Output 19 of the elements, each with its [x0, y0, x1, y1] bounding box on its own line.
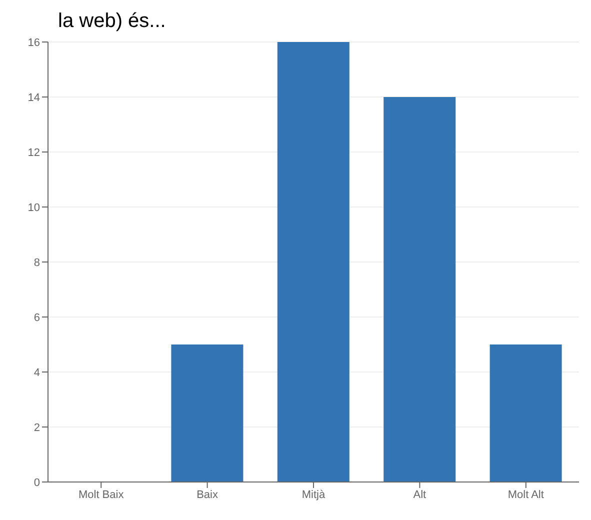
- x-tick-label: Molt Baix: [78, 488, 124, 501]
- y-tick-label: 14: [28, 92, 40, 104]
- y-tick-label: 12: [28, 146, 40, 159]
- y-tick-label: 10: [28, 202, 40, 214]
- y-tick-label: 2: [34, 422, 40, 434]
- bar: [171, 344, 244, 482]
- bar: [277, 42, 350, 482]
- x-tick-label: Mitjà: [302, 488, 326, 501]
- x-tick-label: Baix: [196, 488, 218, 501]
- y-tick-label: 4: [34, 366, 40, 379]
- y-tick-label: 16: [28, 36, 40, 49]
- x-tick-label: Molt Alt: [508, 488, 544, 501]
- x-tick-label: Alt: [413, 488, 426, 501]
- bar: [384, 97, 456, 482]
- y-tick-label: 0: [34, 476, 40, 489]
- bar: [490, 344, 562, 482]
- chart-title: la web) és...: [57, 9, 167, 34]
- y-tick-label: 8: [34, 256, 40, 269]
- y-tick-label: 6: [34, 312, 40, 324]
